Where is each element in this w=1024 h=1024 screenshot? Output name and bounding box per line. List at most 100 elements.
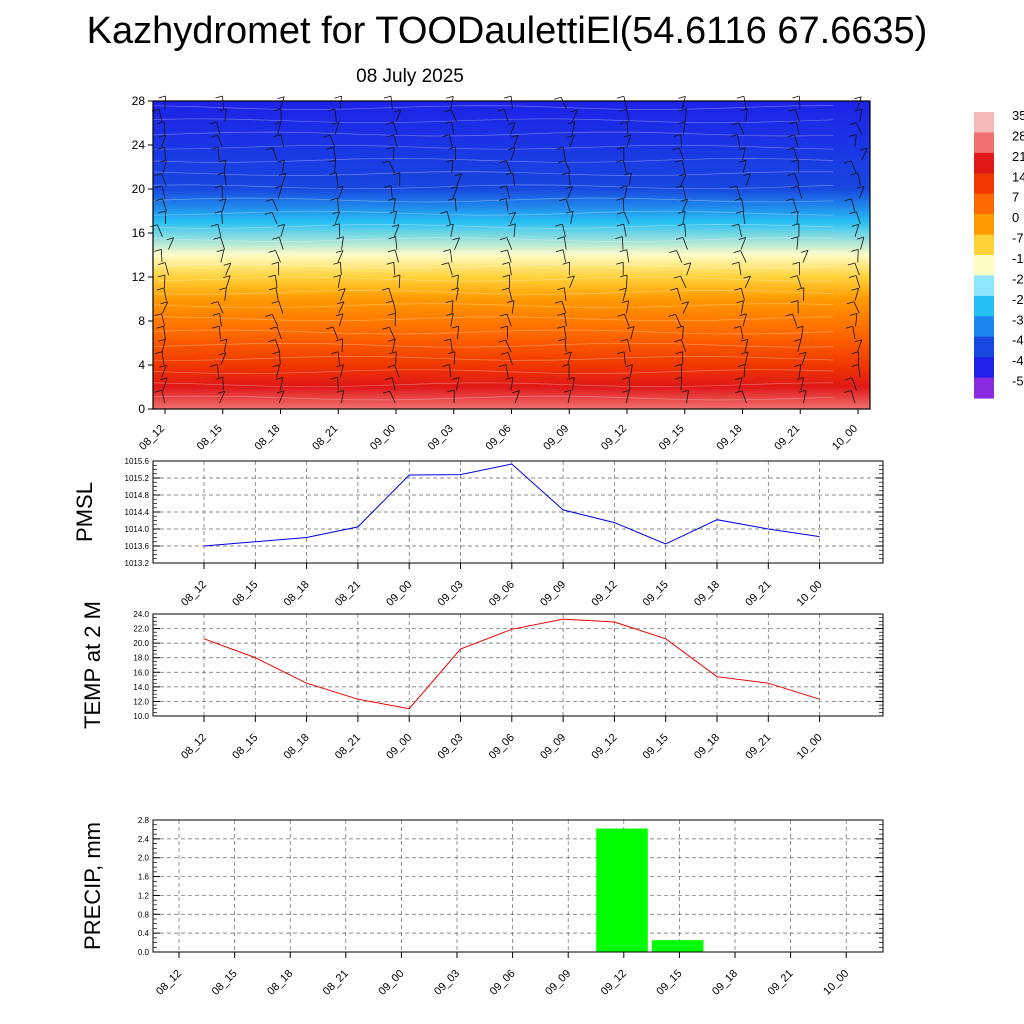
wind-barb [220,352,227,365]
wind-barb-flag [796,377,804,380]
wind-barb [279,377,284,391]
wind-barb-flag [444,121,452,125]
wind-barb [448,262,453,276]
wind-barb [334,108,337,122]
x-tick-label: 09_06 [488,968,518,998]
wind-barb [223,339,228,352]
precip-y-label: PRECIP, mm [80,822,105,950]
wind-barb-flag [854,108,863,112]
wind-barb-flag [157,121,165,124]
wind-barb-flag [273,121,281,125]
wind-barb [278,237,284,250]
wind-barb-flag [616,159,624,163]
wind-barb-flag [330,197,338,201]
wind-barb-flag [554,300,563,304]
x-tick-label: 08_21 [321,968,351,998]
wind-barb [339,96,342,110]
wind-barb-flag [158,95,166,99]
wind-barb-flag [845,377,853,381]
wind-barb-flag [788,109,796,112]
wind-barb [341,338,344,352]
wind-barb-flag [442,364,450,367]
wind-barb [218,326,221,340]
wind-barb-flag [383,95,392,99]
wind-barb [740,288,745,301]
wind-barb-flag [157,274,166,278]
chart-subtitle: 08 July 2025 [356,66,464,87]
x-tick-label: 09_12 [599,968,629,998]
wind-barb [393,122,398,135]
wind-barb [743,364,746,378]
panel-frame [152,613,884,717]
wind-barb [684,108,687,122]
wind-barb [682,211,686,225]
wind-barb [272,147,278,161]
x-tick-label: 08_18 [282,579,312,609]
colorbar-swatch [974,173,994,195]
wind-barb-flag [275,377,283,380]
wind-barb-flag [156,325,164,329]
wind-barb [507,352,513,365]
wind-barb-flag [440,211,448,214]
wind-barb [623,351,626,365]
wind-barb-flag [277,224,285,227]
wind-barb [281,160,285,173]
wind-barb-flag [570,109,578,113]
wind-barb-flag [217,172,225,176]
x-tick-label: 09_09 [538,579,568,609]
wind-barb-flag [154,351,163,355]
wind-barb-flag [557,313,565,316]
wind-barb-flag [624,172,632,176]
wind-barb [513,135,519,148]
heat-y-tick-label: 8 [138,314,145,328]
colorbar-label: -35 [1012,312,1024,327]
wind-barb [678,147,685,161]
wind-barb-flag [736,300,744,304]
wind-barb [561,300,567,314]
wind-barb-flag [615,236,623,239]
wind-barb-flag [274,185,283,189]
x-tick-label: 09_06 [487,579,517,609]
wind-barb [572,377,575,391]
wind-barb [337,377,339,391]
wind-barb [563,236,567,250]
wind-barb-flag [444,109,452,113]
heat-y-tick-label: 0 [138,402,145,416]
wind-barb-flag [505,172,513,176]
wind-barb-flag [734,198,742,201]
wind-barb [509,212,516,225]
wind-barb [220,237,226,250]
wind-barb-flag [272,236,280,240]
x-tick-label: 09_21 [743,732,773,762]
wind-barb [676,250,683,263]
wind-barb [223,159,227,173]
wind-barb-flag [386,134,394,138]
wind-barb-flag [740,338,748,342]
wind-barb [161,185,166,199]
wind-barb-flag [798,389,807,393]
x-tick-label: 09_18 [692,579,722,609]
wind-barb-flag [564,351,572,355]
wind-barb-flag [335,185,344,189]
wind-barb-flag [159,364,167,368]
wind-barb [797,339,802,352]
heat-y-tick-label: 12 [132,270,146,284]
wind-barb [743,96,747,110]
wind-barb [162,160,167,173]
wind-barb-flag [738,147,746,150]
temp2m-line [203,618,820,710]
x-tick-label: 09_21 [766,968,796,998]
wind-barb-flag [851,351,859,355]
wind-barb-flag [854,339,863,343]
wind-barb-flag [447,389,455,393]
colorbar-swatch [974,336,994,358]
colorbar-label: 21 [1012,149,1024,164]
wind-barb [857,172,861,186]
heat-x-tick-label: 08_18 [253,423,283,453]
wind-barb-flag [558,160,566,164]
wind-barb [446,211,451,225]
wind-barb [682,301,689,314]
wind-barb-flag [619,249,627,252]
wind-barb-flag [557,338,566,342]
wind-barb-flag [335,313,344,317]
